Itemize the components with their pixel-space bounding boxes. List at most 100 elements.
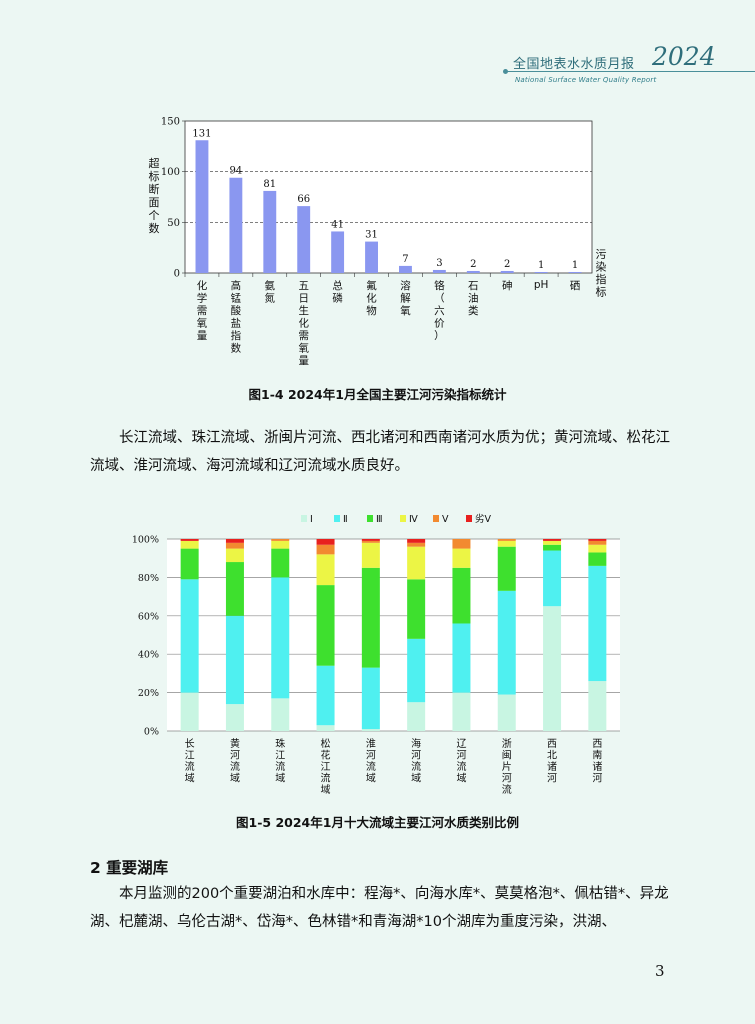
x-tick-label: 西南诸河 <box>592 739 602 785</box>
bar-segment <box>361 539 380 541</box>
header-rule <box>505 71 755 72</box>
section-heading: 2 重要湖库 <box>90 859 169 877</box>
y-tick-label: 0% <box>144 727 159 738</box>
plot-area <box>184 120 593 274</box>
bar-segment <box>543 539 562 541</box>
bar-segment <box>316 554 335 586</box>
data-label: 2 <box>470 259 476 270</box>
data-label: 3 <box>436 258 442 269</box>
legend-label: Ⅰ <box>310 514 313 525</box>
bar-segment <box>543 550 562 607</box>
y-tick-label: 100% <box>132 535 159 546</box>
bar-segment <box>361 567 380 668</box>
data-label: 7 <box>402 254 408 265</box>
x-tick-label: 浙闽片河流 <box>502 738 512 795</box>
bar-segment <box>452 692 471 731</box>
water-quality-class-chart: 0% 20% 40% 60% 80% 100% 长江流域 黄河流域 珠江流域 松花江流域 淮河流域 海… <box>125 505 635 796</box>
x-tick-label: 海河流域 <box>411 737 421 785</box>
legend-swatch <box>367 515 373 522</box>
bar-segment <box>180 540 199 549</box>
bar-segment <box>225 562 244 616</box>
bar-segment <box>407 542 426 547</box>
bar-segment <box>361 667 380 730</box>
bar-segment <box>588 544 607 553</box>
y-tick-label: 0 <box>174 269 180 280</box>
legend-label: Ⅴ <box>442 514 449 525</box>
bar-segment <box>271 548 290 578</box>
bar-segment <box>316 665 335 726</box>
data-label: 66 <box>297 194 310 205</box>
pollution-indicator-chart: 0 50 100 150 超标断面个数 131 化学需氧量 94 高锰酸盐指数 81 氨氮 66 五日生… <box>140 110 620 375</box>
bar-segment <box>497 546 516 591</box>
y-tick-label: 100 <box>161 167 180 178</box>
header-title: 全国地表水水质月报 <box>513 57 635 72</box>
legend-swatch <box>433 515 439 522</box>
x-tick-label: 松花江流域 <box>321 737 331 795</box>
bar-segment <box>452 623 471 693</box>
bar <box>399 265 412 273</box>
bar-segment <box>271 539 290 541</box>
x-tick-label: 砷 <box>502 280 513 292</box>
legend-label: Ⅱ <box>343 514 348 525</box>
x-tick-label: 氨氮 <box>265 279 276 305</box>
bar-segment <box>316 544 335 555</box>
data-label: 1 <box>538 260 544 271</box>
data-label: 81 <box>263 179 276 190</box>
bar <box>297 206 311 273</box>
bar-segment <box>225 548 244 563</box>
basin-quality-text: 长江流域、珠江流域、浙闽片河流、西北诸河和西南诸河水质为优；黄河流域、松花江流域… <box>90 430 670 474</box>
x-tick-label: pH <box>534 279 549 291</box>
bar-segment <box>316 539 335 545</box>
bar-segment <box>180 692 199 731</box>
bar-segment <box>225 542 244 549</box>
bar-segment <box>452 539 471 549</box>
x-tick-label: 辽河流域 <box>456 738 466 785</box>
header-year: 2024 <box>652 42 716 71</box>
x-tick-label: 黄河流域 <box>230 737 240 785</box>
data-label: 94 <box>230 166 243 177</box>
data-label: 31 <box>365 230 378 241</box>
legend-swatch <box>301 515 307 522</box>
figure1-caption: 图1-4 2024年1月全国主要江河污染指标统计 <box>248 387 507 402</box>
legend-label: Ⅳ <box>409 514 418 525</box>
bar-segment <box>588 540 607 545</box>
bar-segment <box>497 694 516 731</box>
bar-segment <box>271 540 290 549</box>
bar-segment <box>225 539 244 543</box>
water-quality-class-chart-svg: 0% 20% 40% 60% 80% 100% 长江流域 黄河流域 珠江流域 松花江流域 淮河流域 海… <box>132 513 620 796</box>
bar-segment <box>407 579 426 639</box>
lakes-paragraph: 本月监测的200个重要湖泊和水库中：程海*、向海水库*、莫莫格泡*、佩枯错*、异… <box>90 880 675 936</box>
bar <box>466 270 480 273</box>
y-tick-label: 40% <box>138 650 159 661</box>
bar-segment <box>225 615 244 705</box>
x-tick-label: 总磷 <box>332 279 343 305</box>
bar-segment <box>543 606 562 731</box>
x-tick-label: 长江流域 <box>185 738 195 785</box>
bar-segment <box>225 704 244 731</box>
bar-segment <box>407 546 426 580</box>
bar-segment <box>407 539 426 543</box>
legend-swatch <box>466 515 472 522</box>
page-number: 3 <box>655 962 665 980</box>
bar-segment <box>497 539 516 541</box>
bar <box>534 271 548 273</box>
bar-segment <box>407 702 426 731</box>
bar <box>195 140 209 273</box>
bar-segment <box>452 567 471 624</box>
bar <box>229 177 243 273</box>
basin-quality-paragraph: 长江流域、珠江流域、浙闽片河流、西北诸河和西南诸河水质为优；黄河流域、松花江流域… <box>90 424 675 480</box>
pollution-indicator-chart-svg: 050100150超标断面个数131化学需氧量94高锰酸盐指数81氨氮66五日生… <box>149 117 607 368</box>
y-tick-label: 80% <box>138 573 159 584</box>
bar-segment <box>180 579 199 693</box>
legend-swatch <box>400 515 406 522</box>
bar-segment <box>588 565 607 682</box>
bar-segment <box>588 552 607 566</box>
bar-segment <box>543 540 562 545</box>
x-tick-label: 氟化物 <box>366 279 377 317</box>
legend-label: 劣Ⅴ <box>475 513 492 525</box>
bar <box>365 241 378 273</box>
bar <box>568 271 582 273</box>
x-tick-label: 铬（六价） <box>434 279 445 342</box>
bar-segment <box>361 540 380 543</box>
x-tick-label: 五日生化需氧量 <box>298 280 309 367</box>
